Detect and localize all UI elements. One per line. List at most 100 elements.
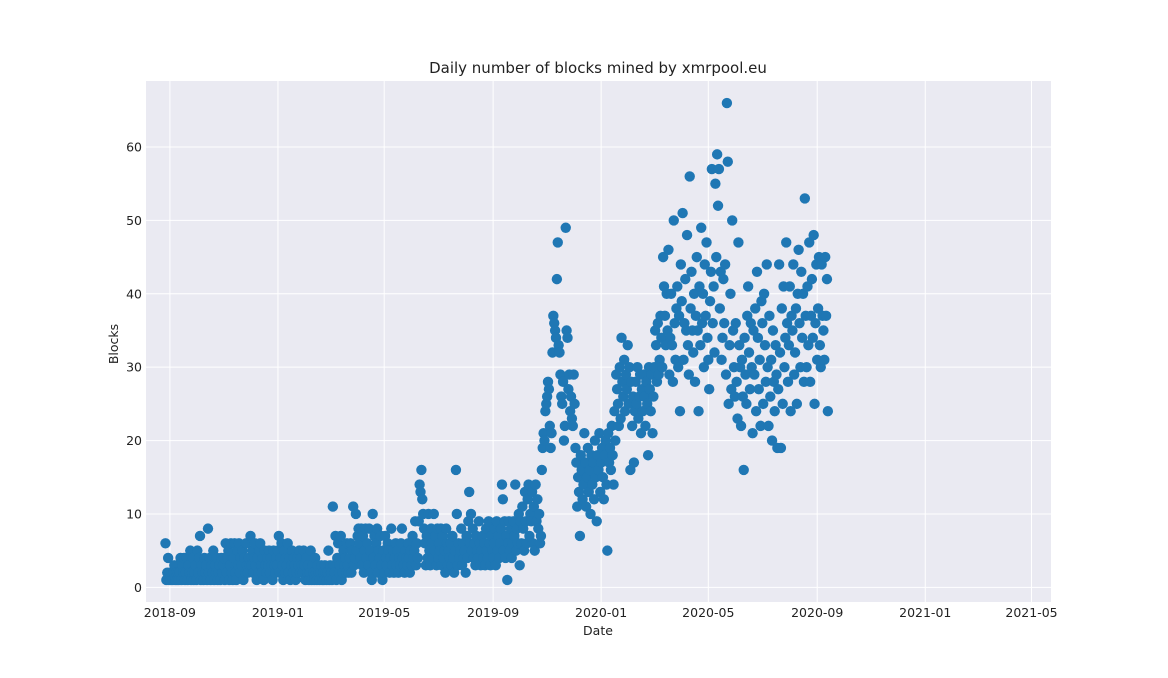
y-tick-label: 20 <box>126 433 142 448</box>
y-tick-label: 30 <box>126 360 142 375</box>
data-point <box>416 464 427 476</box>
data-point <box>570 442 581 454</box>
data-point <box>799 193 811 204</box>
data-point <box>598 494 610 505</box>
data-point <box>683 369 695 380</box>
data-point <box>650 339 662 351</box>
data-point <box>680 273 691 285</box>
data-point <box>713 163 725 175</box>
data-point <box>741 398 752 410</box>
data-point <box>626 420 638 432</box>
data-point <box>605 464 617 476</box>
y-tick-labels: 0 10 20 30 40 50 60 <box>126 140 142 595</box>
data-point <box>675 259 687 270</box>
data-point <box>366 574 378 586</box>
data-point <box>688 347 699 358</box>
data-point <box>569 398 580 410</box>
data-point <box>559 420 571 432</box>
data-point <box>750 303 761 314</box>
data-point <box>456 523 467 534</box>
y-tick-label: 10 <box>126 506 142 521</box>
data-point <box>759 339 771 351</box>
data-point <box>450 464 462 476</box>
data-point <box>766 435 778 446</box>
data-point <box>820 310 832 322</box>
data-point <box>747 428 758 439</box>
data-point <box>710 178 721 189</box>
data-point <box>750 406 762 417</box>
data-point <box>673 310 685 322</box>
data-point <box>740 369 751 380</box>
data-point <box>695 339 706 351</box>
data-point <box>532 494 543 505</box>
data-point <box>514 560 525 571</box>
data-point <box>789 347 801 358</box>
data-point <box>202 523 214 534</box>
data-point <box>624 361 635 373</box>
data-point <box>645 406 656 417</box>
data-point <box>473 516 485 527</box>
data-point <box>738 464 749 476</box>
data-point <box>788 259 799 270</box>
data-point <box>628 457 640 468</box>
data-point <box>396 523 408 534</box>
data-point <box>743 347 755 358</box>
data-point <box>567 420 579 432</box>
y-tick-label: 40 <box>126 286 142 301</box>
data-point <box>771 369 782 380</box>
data-point <box>723 398 734 410</box>
data-point <box>616 332 627 344</box>
data-point <box>510 479 521 490</box>
data-point <box>552 237 563 248</box>
data-point <box>562 332 573 344</box>
data-point <box>711 251 722 263</box>
data-point <box>727 215 738 226</box>
data-point <box>684 171 695 182</box>
y-tick-label: 50 <box>126 213 142 228</box>
data-point <box>539 435 550 446</box>
x-tick-label: 2019-01 <box>252 605 304 620</box>
data-point <box>787 325 798 336</box>
data-point <box>721 97 733 109</box>
data-point <box>464 486 475 498</box>
x-tick-label: 2020-05 <box>682 605 734 620</box>
data-point <box>323 545 334 556</box>
data-point <box>611 383 623 395</box>
data-point <box>774 347 786 358</box>
data-point <box>640 420 651 432</box>
data-point <box>612 398 624 410</box>
data-point <box>810 317 821 329</box>
data-point <box>765 354 777 366</box>
data-point <box>412 552 424 564</box>
data-point <box>785 406 796 417</box>
data-point <box>162 552 174 564</box>
data-point <box>733 237 744 248</box>
data-point <box>160 538 171 549</box>
data-point <box>681 229 693 241</box>
data-point <box>718 273 729 285</box>
data-point <box>716 354 727 366</box>
data-point <box>709 347 720 358</box>
data-point <box>447 530 458 542</box>
y-tick-label: 0 <box>134 580 142 595</box>
data-point <box>809 398 820 410</box>
data-point <box>779 361 790 373</box>
data-point <box>729 391 741 402</box>
data-point <box>588 494 600 505</box>
data-point <box>742 281 754 292</box>
data-point <box>686 266 697 277</box>
data-point <box>736 354 748 366</box>
data-point <box>819 354 830 366</box>
data-point <box>796 266 807 277</box>
chart-title: Daily number of blocks mined by xmrpool.… <box>429 59 767 77</box>
data-point <box>411 538 423 549</box>
data-point <box>773 259 785 270</box>
data-point <box>327 501 339 512</box>
data-point <box>708 281 719 292</box>
data-point <box>794 317 805 329</box>
x-tick-label: 2020-01 <box>575 605 627 620</box>
data-point <box>585 508 596 520</box>
data-point <box>760 376 772 388</box>
data-point <box>767 325 779 336</box>
data-point <box>711 149 723 160</box>
